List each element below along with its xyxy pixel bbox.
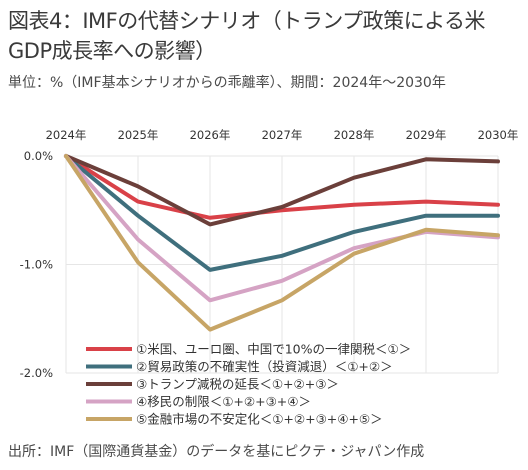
legend-label-3: ③トランプ減税の延長＜①+②+③＞ — [136, 377, 339, 392]
legend: ①米国、ユーロ圏、中国で10%の一律関税＜①＞ ②貿易政策の不確実性（投資減退）＜… — [86, 342, 411, 427]
legend-label-1: ①米国、ユーロ圏、中国で10%の一律関税＜①＞ — [136, 342, 411, 357]
x-tick-label: 2024年 — [46, 128, 87, 142]
x-tick-label: 2027年 — [262, 128, 303, 142]
series-line-3 — [64, 154, 500, 227]
series-line-2 — [64, 154, 500, 272]
series-line-1 — [64, 154, 500, 220]
x-tick-label: 2026年 — [190, 128, 231, 142]
y-tick-label: -1.0% — [20, 258, 53, 272]
x-axis-tick-labels: 2024年 2025年 2026年 2027年 2028年 2029年 2030年 — [46, 128, 519, 142]
series-line-5 — [64, 154, 500, 332]
source-note: 出所：IMF（国際通貨基金）のデータを基にピクテ・ジャパン作成 — [8, 444, 425, 460]
chart-subtitle: 単位：%（IMF基本シナリオからの乖離率）、期間：2024年～2030年 — [8, 75, 446, 91]
x-tick-label: 2030年 — [478, 128, 519, 142]
chart-title: 図表4：IMFの代替シナリオ（トランプ政策による米GDP成長率への影響） — [8, 9, 486, 63]
legend-label-5: ⑤金融市場の不安定化＜①+②+③+④+⑤＞ — [136, 412, 383, 427]
y-tick-label: 0.0% — [24, 149, 53, 163]
x-tick-label: 2025年 — [118, 128, 159, 142]
legend-label-4: ④移民の制限＜①+②+③+④＞ — [136, 394, 311, 409]
y-tick-label: -2.0% — [20, 366, 53, 380]
y-axis-tick-labels: 0.0% -1.0% -2.0% — [20, 149, 53, 380]
x-tick-label: 2029年 — [406, 128, 447, 142]
gridlines — [65, 155, 499, 374]
x-tick-label: 2028年 — [334, 128, 375, 142]
legend-label-2: ②貿易政策の不確実性（投資減退）＜①+②＞ — [136, 359, 393, 374]
series-lines — [64, 154, 500, 332]
